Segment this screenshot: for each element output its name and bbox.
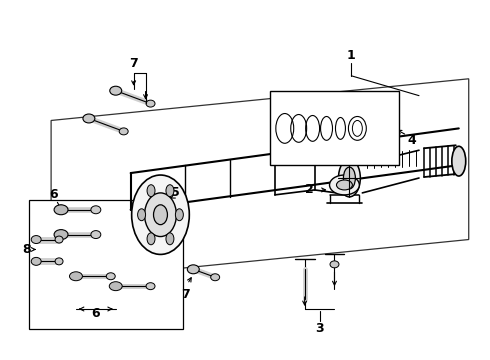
Ellipse shape <box>175 209 183 221</box>
Ellipse shape <box>147 185 155 197</box>
Ellipse shape <box>132 175 189 255</box>
Ellipse shape <box>70 272 82 281</box>
Text: 6: 6 <box>49 188 57 201</box>
Ellipse shape <box>109 282 122 291</box>
Ellipse shape <box>55 236 63 243</box>
Ellipse shape <box>187 265 199 274</box>
Ellipse shape <box>91 206 101 214</box>
Ellipse shape <box>119 128 128 135</box>
Ellipse shape <box>83 114 95 123</box>
Ellipse shape <box>166 233 174 245</box>
Text: 4: 4 <box>408 134 416 147</box>
Ellipse shape <box>146 283 155 290</box>
Ellipse shape <box>31 235 41 243</box>
Text: 2: 2 <box>305 184 314 197</box>
Ellipse shape <box>211 274 220 281</box>
Text: 1: 1 <box>347 49 356 63</box>
Ellipse shape <box>146 100 155 107</box>
Ellipse shape <box>337 180 352 190</box>
Ellipse shape <box>147 233 155 245</box>
Text: 3: 3 <box>315 322 324 336</box>
Text: 7: 7 <box>129 57 138 71</box>
Ellipse shape <box>91 231 101 239</box>
Ellipse shape <box>55 258 63 265</box>
Text: 5: 5 <box>171 186 180 199</box>
Ellipse shape <box>31 257 41 265</box>
Ellipse shape <box>452 146 466 176</box>
Bar <box>270 91 399 165</box>
Text: 8: 8 <box>22 243 30 256</box>
Ellipse shape <box>329 175 359 195</box>
Ellipse shape <box>106 273 115 280</box>
Bar <box>29 200 183 329</box>
Ellipse shape <box>343 167 355 189</box>
Ellipse shape <box>110 86 122 95</box>
Ellipse shape <box>166 185 174 197</box>
Text: 6: 6 <box>92 307 100 320</box>
Ellipse shape <box>145 193 176 237</box>
Ellipse shape <box>54 205 68 215</box>
Ellipse shape <box>330 261 339 268</box>
Ellipse shape <box>339 159 360 197</box>
Text: 7: 7 <box>181 288 190 301</box>
Ellipse shape <box>153 205 168 225</box>
Ellipse shape <box>54 230 68 239</box>
Ellipse shape <box>138 209 146 221</box>
